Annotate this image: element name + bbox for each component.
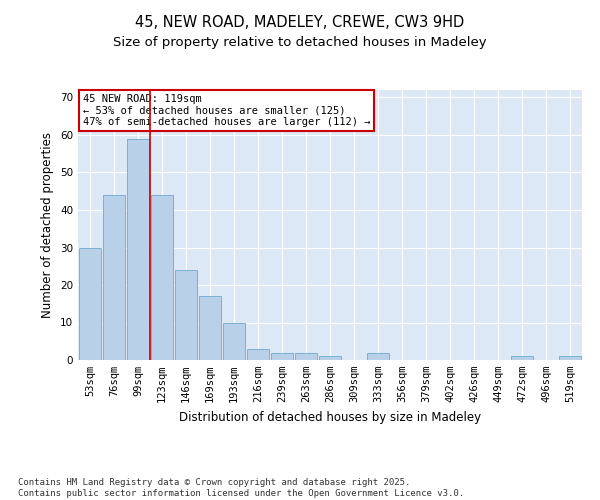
Text: Size of property relative to detached houses in Madeley: Size of property relative to detached ho… [113, 36, 487, 49]
Bar [79, 248, 101, 360]
Bar [199, 296, 221, 360]
Bar [151, 195, 173, 360]
Y-axis label: Number of detached properties: Number of detached properties [41, 132, 55, 318]
Bar [271, 352, 293, 360]
Text: Contains HM Land Registry data © Crown copyright and database right 2025.
Contai: Contains HM Land Registry data © Crown c… [18, 478, 464, 498]
Bar [103, 195, 125, 360]
Bar [175, 270, 197, 360]
Bar [367, 352, 389, 360]
X-axis label: Distribution of detached houses by size in Madeley: Distribution of detached houses by size … [179, 410, 481, 424]
Bar [127, 138, 149, 360]
Bar [319, 356, 341, 360]
Bar [511, 356, 533, 360]
Text: 45 NEW ROAD: 119sqm
← 53% of detached houses are smaller (125)
47% of semi-detac: 45 NEW ROAD: 119sqm ← 53% of detached ho… [83, 94, 371, 127]
Text: 45, NEW ROAD, MADELEY, CREWE, CW3 9HD: 45, NEW ROAD, MADELEY, CREWE, CW3 9HD [136, 15, 464, 30]
Bar [295, 352, 317, 360]
Bar [247, 349, 269, 360]
Bar [559, 356, 581, 360]
Bar [223, 322, 245, 360]
